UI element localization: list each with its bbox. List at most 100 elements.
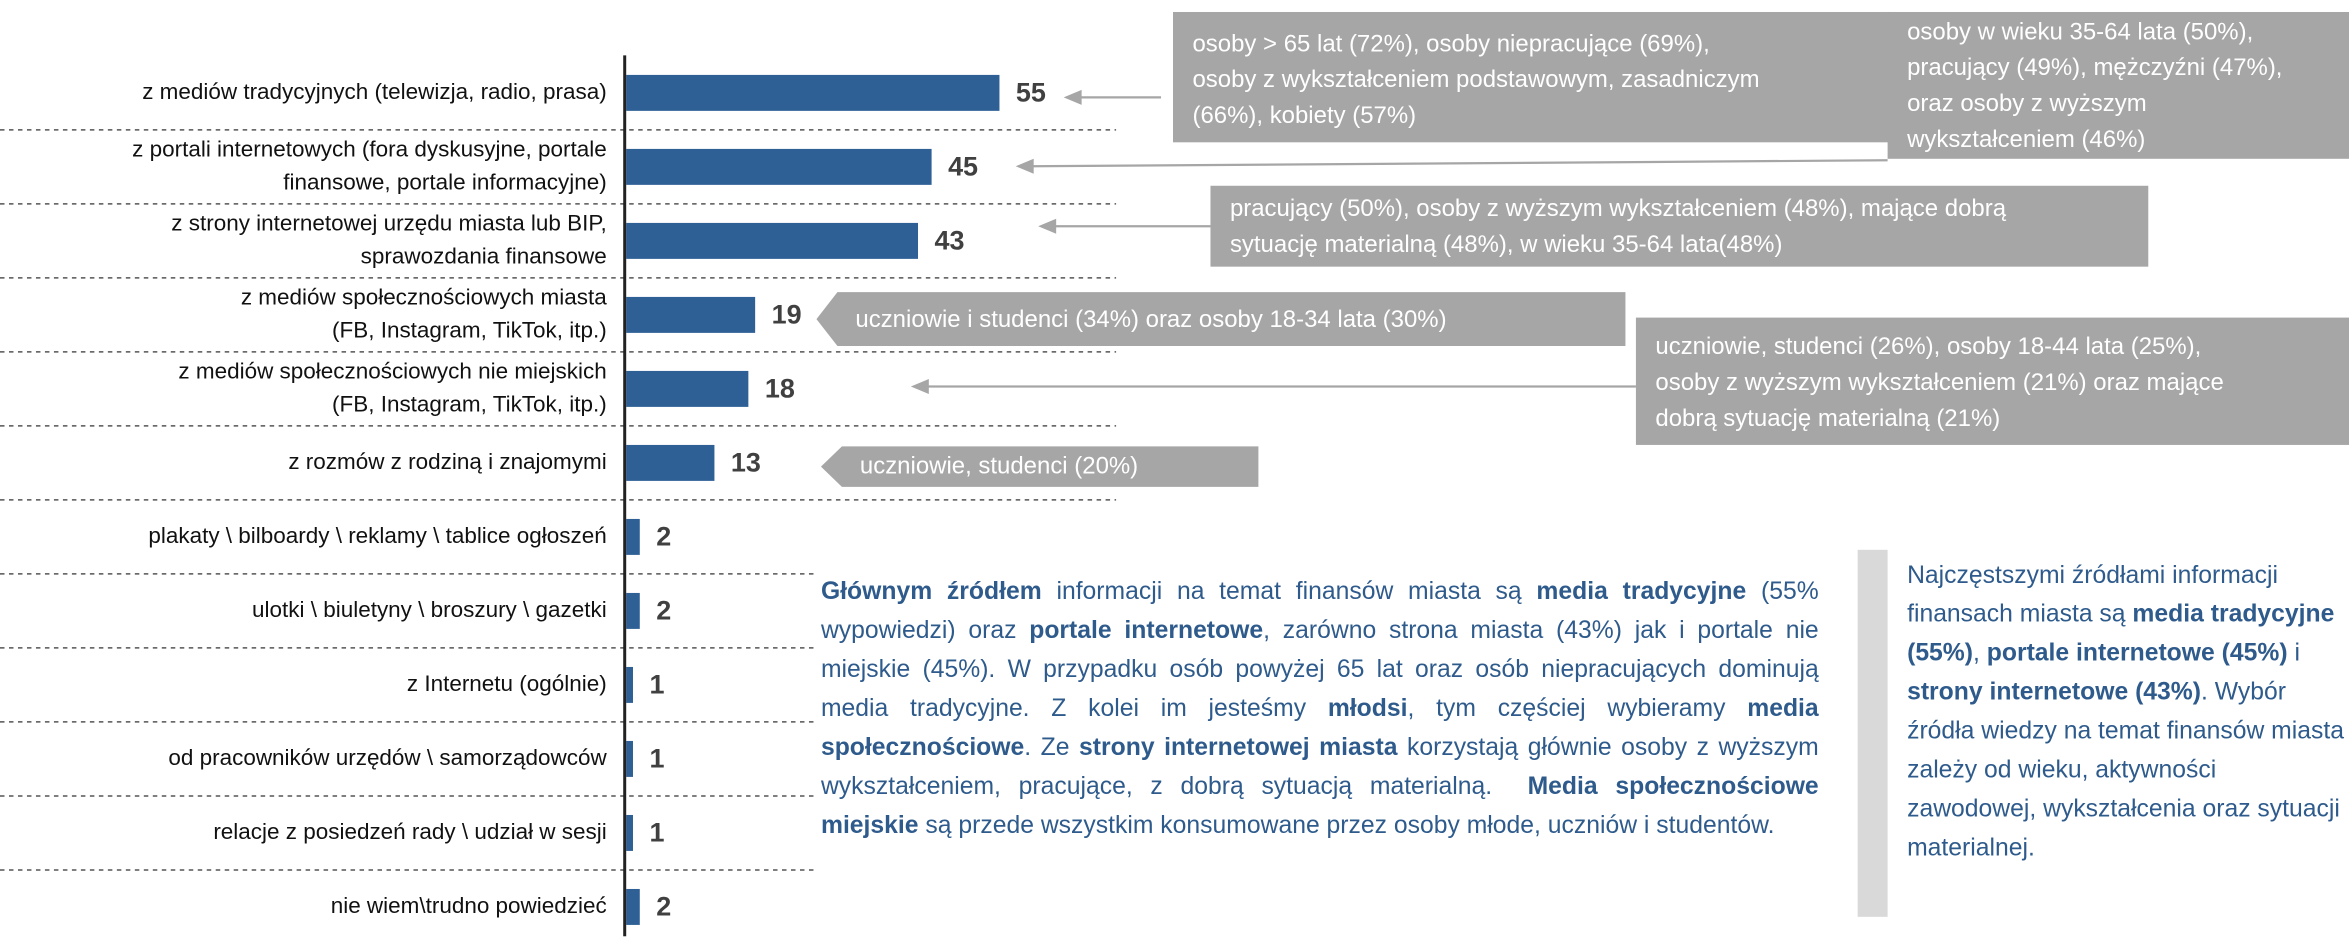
category-label-line: z mediów społecznościowych miasta <box>241 284 607 309</box>
arrow-head <box>1063 89 1082 105</box>
category-label: plakaty \ bilboardy \ reklamy \ tablice … <box>148 523 606 548</box>
arrow-head <box>1038 218 1057 234</box>
value-label: 13 <box>731 448 761 478</box>
category-label-line: (FB, Instagram, TikTok, itp.) <box>332 317 607 342</box>
category-label-line: ulotki \ biuletyny \ broszury \ gazetki <box>252 597 607 622</box>
annotation-text: uczniowie, studenci (26%), osoby 18-44 l… <box>1655 333 2201 360</box>
value-label: 18 <box>765 374 795 404</box>
bar <box>626 74 1000 111</box>
value-label: 2 <box>656 522 671 552</box>
bold-run: portale internetowe <box>1029 617 1264 645</box>
bar <box>626 592 640 629</box>
category-label-line: z rozmów z rodziną i znajomymi <box>288 449 606 474</box>
category-label: od pracowników urzędów \ samorządowców <box>168 745 607 770</box>
bold-run: młodsi <box>1327 695 1408 723</box>
arrow-head <box>1015 158 1034 174</box>
annotation-text: osoby > 65 lat (72%), osoby niepracujące… <box>1192 30 1709 57</box>
annotation-arrow <box>1030 159 1888 168</box>
value-label: 19 <box>772 300 802 330</box>
value-label: 55 <box>1016 78 1046 108</box>
annotation-tag <box>816 292 1626 347</box>
bold-run: Media społecznościowe miejskie <box>820 773 1826 839</box>
annotation-box <box>1887 11 2349 159</box>
bar <box>626 296 756 333</box>
category-label: z Internetu (ogólnie) <box>407 671 607 696</box>
text-run: i <box>2287 639 2307 667</box>
bar <box>626 740 633 777</box>
text-run: Najczęstszymi źródłami informacji finans… <box>1907 561 2285 628</box>
annotation-text: oraz osoby z wyższym <box>1907 90 2147 117</box>
text-run: , tym częściej wybieramy <box>1407 695 1748 723</box>
bar <box>626 814 633 851</box>
category-label: z strony internetowej urzędu miasta lub … <box>171 210 606 268</box>
side-bar <box>1857 549 1888 917</box>
annotation-text: (66%), kobiety (57%) <box>1192 102 1416 129</box>
category-label-line: z Internetu (ogólnie) <box>407 671 607 696</box>
category-label: ulotki \ biuletyny \ broszury \ gazetki <box>252 597 607 622</box>
category-label: z mediów społecznościowych nie miejskich… <box>178 358 606 416</box>
category-label-line: finansowe, portale informacyjne) <box>283 169 606 194</box>
category-label-line: z mediów społecznościowych nie miejskich <box>178 358 606 383</box>
annotation-text: sytuację materialną (48%), w wieku 35-64… <box>1230 231 1783 258</box>
category-label: z mediów społecznościowych miasta (FB, In… <box>241 284 607 342</box>
arrow-head <box>910 379 929 395</box>
text-run: informacji na temat finansów miasta są <box>1041 578 1537 606</box>
bar <box>626 370 749 407</box>
summary-text: Głównym źródłem informacji na temat fina… <box>821 572 1819 845</box>
bar <box>626 888 640 925</box>
bar <box>626 666 633 703</box>
annotation-box <box>1210 185 2149 267</box>
text-run: . Ze <box>1024 734 1080 762</box>
annotation-box <box>1173 11 1891 143</box>
category-label-line: relacje z posiedzeń rady \ udział w sesj… <box>213 819 606 844</box>
annotation-text: uczniowie i studenci (34%) oraz osoby 18… <box>855 306 1446 333</box>
value-label: 45 <box>948 152 978 182</box>
bar <box>626 222 919 259</box>
bold-run: strony internetowe (43%) <box>1907 678 2202 706</box>
value-label: 1 <box>649 818 664 848</box>
bar <box>626 148 932 185</box>
category-label: z portali internetowych (fora dyskusyjne… <box>132 136 607 194</box>
bar <box>626 444 715 481</box>
category-label-line: plakaty \ bilboardy \ reklamy \ tablice … <box>148 523 606 548</box>
category-label: nie wiem\trudno powiedzieć <box>331 893 607 918</box>
text-run: , zarówno strona miasta (43%) jak i port… <box>820 617 1826 723</box>
value-label: 1 <box>649 744 664 774</box>
annotation-box <box>1635 317 2349 445</box>
text-run: korzystają głównie osoby z wyższym wyksz… <box>820 734 1826 800</box>
value-label: 2 <box>656 892 671 922</box>
annotation-text: wykształceniem (46%) <box>1906 126 2145 153</box>
category-label-line: (FB, Instagram, TikTok, itp.) <box>332 391 607 416</box>
value-label: 2 <box>656 596 671 626</box>
category-label: z rozmów z rodziną i znajomymi <box>288 449 606 474</box>
category-label-line: nie wiem\trudno powiedzieć <box>331 893 607 918</box>
bar <box>626 518 640 555</box>
conclusion-text: Najczęstszymi źródłami informacji finans… <box>1907 556 2344 868</box>
bold-run: Głównym źródłem <box>820 578 1042 606</box>
text-run: , <box>1973 639 1987 667</box>
value-label: 43 <box>934 226 964 256</box>
text-run: (55% wypowiedzi) oraz <box>820 578 1826 645</box>
bold-run: media społecznościowe <box>820 695 1826 762</box>
text-run: są przede wszystkim konsumowane przez os… <box>918 811 1775 839</box>
category-label: z mediów tradycyjnych (telewizja, radio,… <box>142 79 607 104</box>
annotation-text: pracujący (50%), osoby z wyższym wykszta… <box>1230 195 2007 222</box>
bold-run: media tradycyjne <box>1536 578 1747 606</box>
category-label-line: z strony internetowej urzędu miasta lub … <box>171 210 606 235</box>
value-label: 1 <box>649 670 664 700</box>
annotation-text: osoby z wyższym wykształceniem (21%) ora… <box>1655 369 2223 396</box>
annotation-text: osoby z wykształceniem podstawowym, zasa… <box>1192 66 1759 93</box>
category-label-line: z portali internetowych (fora dyskusyjne… <box>132 136 607 161</box>
annotation-text: uczniowie, studenci (20%) <box>860 453 1138 480</box>
category-label-line: od pracowników urzędów \ samorządowców <box>168 745 607 770</box>
annotation-text: pracujący (49%), mężczyźni (47%), <box>1907 54 2282 81</box>
bold-run: media tradycyjne (55%) <box>1907 600 2342 667</box>
annotation-tag <box>820 446 1259 487</box>
annotation-text: dobrą sytuację materialną (21%) <box>1655 405 2000 432</box>
text-run: . Wybór źródła wiedzy na temat finansów … <box>1907 678 2344 862</box>
bold-run: strony internetowej miasta <box>1079 734 1398 762</box>
annotation-text: osoby w wieku 35-64 lata (50%), <box>1907 18 2253 45</box>
category-label-line: sprawozdania finansowe <box>361 243 607 268</box>
